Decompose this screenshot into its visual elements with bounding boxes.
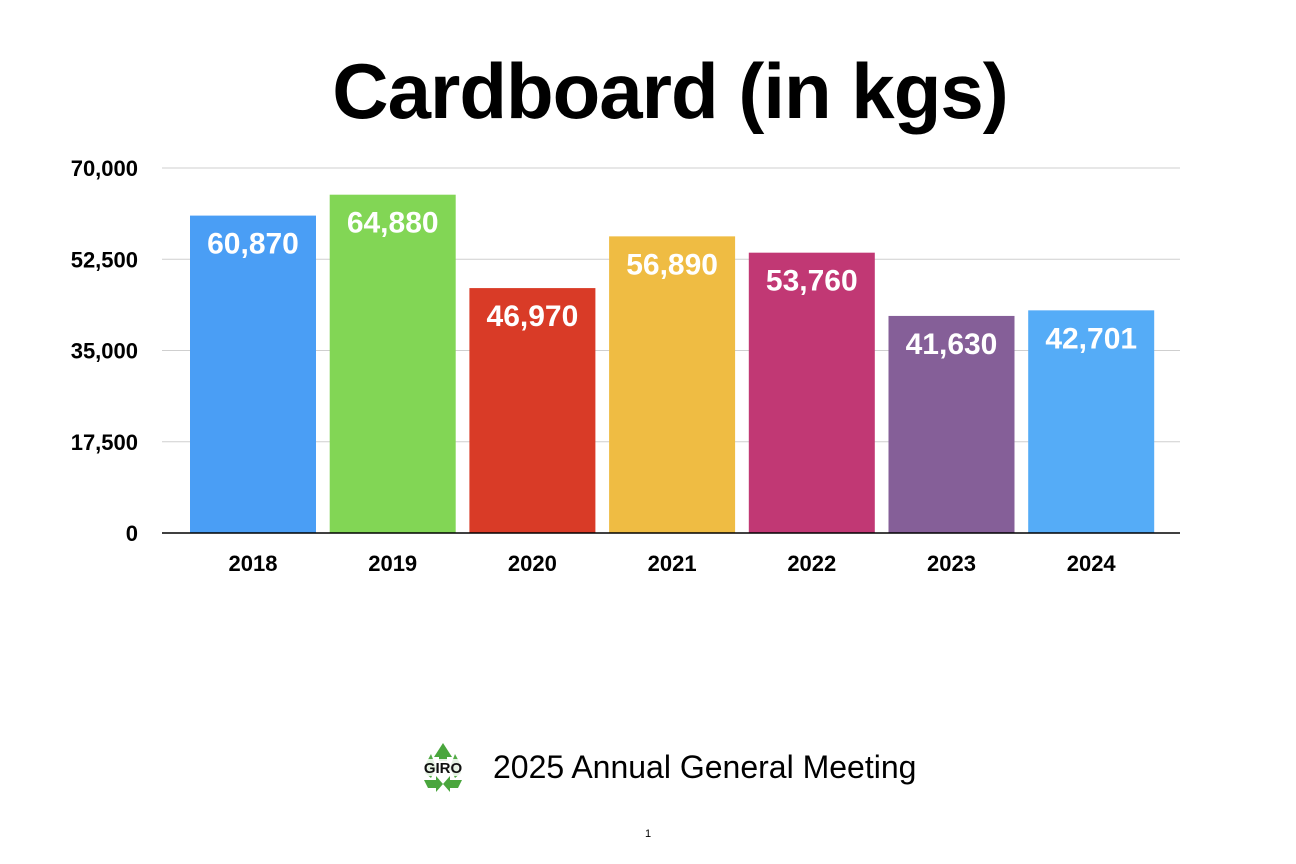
y-tick-label: 17,500 — [71, 430, 138, 455]
data-label-2023: 41,630 — [906, 328, 998, 361]
bar-2023 — [888, 315, 1015, 533]
footer-text: 2025 Annual General Meeting — [493, 749, 917, 785]
data-label-2018: 60,870 — [207, 228, 299, 261]
bars: 60,870 64,880 46,970 56,890 53,760 41,630 42,7… — [190, 194, 1155, 533]
x-tick-label: 2020 — [508, 551, 557, 576]
giro-logo: GIRO — [419, 743, 467, 792]
data-label-2024: 42,701 — [1045, 322, 1137, 355]
logo-text: GIRO — [424, 760, 463, 777]
data-label-2020: 46,970 — [487, 300, 579, 333]
x-axis-ticks: 2018 2019 2020 2021 2022 2023 2024 — [229, 551, 1117, 576]
chart-title: Cardboard (in kgs) — [332, 47, 1008, 135]
y-tick-label: 0 — [126, 521, 138, 546]
bar-2021 — [609, 236, 736, 533]
page-number: 1 — [644, 828, 652, 840]
y-axis-ticks: 0 17,500 35,000 52,500 70,000 — [71, 156, 138, 546]
bar-2020 — [469, 288, 596, 533]
y-tick-label: 35,000 — [71, 339, 138, 364]
x-tick-label: 2023 — [927, 551, 976, 576]
footer: GIRO 2025 Annual General Meeting — [0, 738, 1296, 798]
x-tick-label: 2022 — [787, 551, 836, 576]
bar-2024 — [1028, 310, 1155, 533]
y-tick-label: 52,500 — [71, 247, 138, 272]
bar-2019 — [329, 194, 456, 533]
data-label-2019: 64,880 — [347, 207, 439, 240]
data-label-2021: 56,890 — [626, 248, 718, 281]
x-tick-label: 2019 — [368, 551, 417, 576]
bar-2022 — [748, 252, 875, 533]
x-tick-label: 2018 — [229, 551, 278, 576]
x-tick-label: 2021 — [648, 551, 697, 576]
x-tick-label: 2024 — [1067, 551, 1117, 576]
bar-chart: 0 17,500 35,000 52,500 70,000 60,870 64,880 46… — [71, 156, 1180, 576]
y-tick-label: 70,000 — [71, 156, 138, 181]
data-label-2022: 53,760 — [766, 265, 858, 298]
bar-2018 — [190, 215, 316, 533]
